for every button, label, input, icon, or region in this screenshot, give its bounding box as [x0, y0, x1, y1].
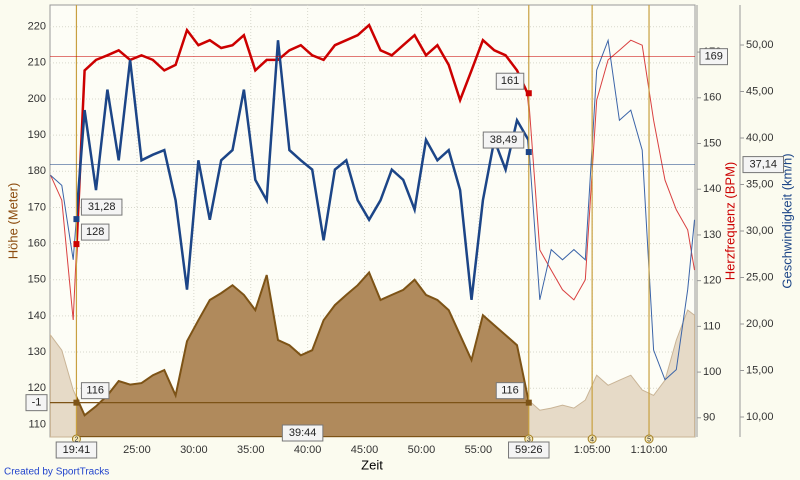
x-tick-label: 45:00 — [351, 444, 379, 456]
selection-value-marker — [525, 149, 532, 156]
change-label: -1 — [32, 397, 42, 409]
y3-tick-label: 50,00 — [746, 39, 774, 51]
y-tick-label: 210 — [28, 57, 46, 69]
selection-value-label: 128 — [86, 226, 104, 238]
y2-tick-label: 150 — [703, 137, 721, 149]
selection-value-marker — [73, 216, 80, 223]
lap-marker-label: 5 — [647, 436, 651, 443]
selection-duration: 39:44 — [289, 427, 317, 439]
reference-label-box — [699, 48, 728, 66]
selection-value-label-box — [495, 382, 525, 400]
selection-value-label: 116 — [501, 385, 519, 397]
selection-time-label-box — [55, 441, 98, 459]
y2-tick-label: 100 — [703, 366, 721, 378]
y2-axis-title: Herzfrequenz (BPM) — [722, 162, 737, 280]
lap-marker — [644, 434, 654, 444]
selection-value-label-box — [482, 131, 525, 149]
selection-time-label: 59:26 — [515, 444, 543, 456]
selection-duration-box — [281, 424, 324, 442]
lap-marker-label: 2 — [74, 436, 78, 443]
x-tick-label: 25:00 — [123, 444, 151, 456]
selection-value-label-box — [80, 198, 123, 216]
y-tick-label: 110 — [28, 418, 46, 430]
y3-axis-title: Geschwindigkeit (km/h) — [779, 153, 794, 288]
y3-tick-label: 10,00 — [746, 411, 774, 423]
selection-value-marker — [525, 90, 532, 97]
y2-tick-label: 160 — [703, 92, 721, 104]
y-tick-label: 150 — [28, 274, 46, 286]
x-axis-title: Zeit — [361, 457, 383, 472]
selection-value-label-box — [80, 223, 110, 241]
y3-tick-label: 20,00 — [746, 318, 774, 330]
x-tick-label: 35:00 — [237, 444, 265, 456]
line-selected — [76, 23, 529, 277]
selection-value-label: 38,49 — [490, 134, 518, 146]
y2-tick-label: 140 — [703, 183, 721, 195]
lap-marker-label: 3 — [527, 436, 531, 443]
y2-tick-label: 90 — [703, 412, 715, 424]
selection-value-marker — [73, 399, 80, 406]
x-tick-label: 1:05:00 — [574, 444, 611, 456]
y3-tick-label: 35,00 — [746, 178, 774, 190]
y-tick-label: 160 — [28, 238, 46, 250]
y2-tick-label: 110 — [703, 320, 721, 332]
y-tick-label: 180 — [28, 165, 46, 177]
y-tick-label: 190 — [28, 129, 46, 141]
selection-value-marker — [73, 241, 80, 248]
y3-tick-label: 25,00 — [746, 271, 774, 283]
y-tick-label: 220 — [28, 21, 46, 33]
selection-value-label-box — [495, 72, 525, 90]
selection-value-label: 31,28 — [88, 201, 116, 213]
y2-tick-label: 130 — [703, 229, 721, 241]
footer: Created by SportTracks — [4, 467, 109, 478]
x-tick-label: 40:00 — [294, 444, 322, 456]
x-tick-label: 1:10:00 — [631, 444, 668, 456]
y-tick-label: 120 — [28, 382, 46, 394]
selection-time-label-box — [508, 441, 550, 459]
x-tick-label: 30:00 — [180, 444, 208, 456]
y2-tick-label: 120 — [703, 275, 721, 287]
y-axis-title: Höhe (Meter) — [5, 183, 20, 260]
y-tick-label: 140 — [28, 310, 46, 322]
selection-value-label: 161 — [501, 75, 519, 87]
x-tick-label: 50:00 — [408, 444, 436, 456]
y-tick-label: 170 — [28, 201, 46, 213]
y-tick-label: 200 — [28, 93, 46, 105]
y3-tick-label: 40,00 — [746, 132, 774, 144]
reference-label-box — [742, 156, 784, 174]
y3-tick-label: 15,00 — [746, 364, 774, 376]
y-tick-label: 130 — [28, 346, 46, 358]
area-selected — [76, 270, 529, 437]
x-tick-label: 55:00 — [465, 444, 493, 456]
selection-value-label: 116 — [86, 385, 104, 397]
change-label-box — [25, 394, 48, 412]
selection-value-marker — [525, 399, 532, 406]
lap-marker — [587, 434, 597, 444]
y3-tick-label: 45,00 — [746, 85, 774, 97]
lap-marker-label: 4 — [590, 436, 594, 443]
selection-time-label: 19:41 — [63, 444, 91, 456]
y3-tick-label: 30,00 — [746, 225, 774, 237]
reference-label: 169 — [705, 51, 723, 63]
selection-value-label-box — [80, 382, 110, 400]
reference-label: 37,14 — [749, 158, 777, 170]
line-selected — [76, 40, 529, 300]
